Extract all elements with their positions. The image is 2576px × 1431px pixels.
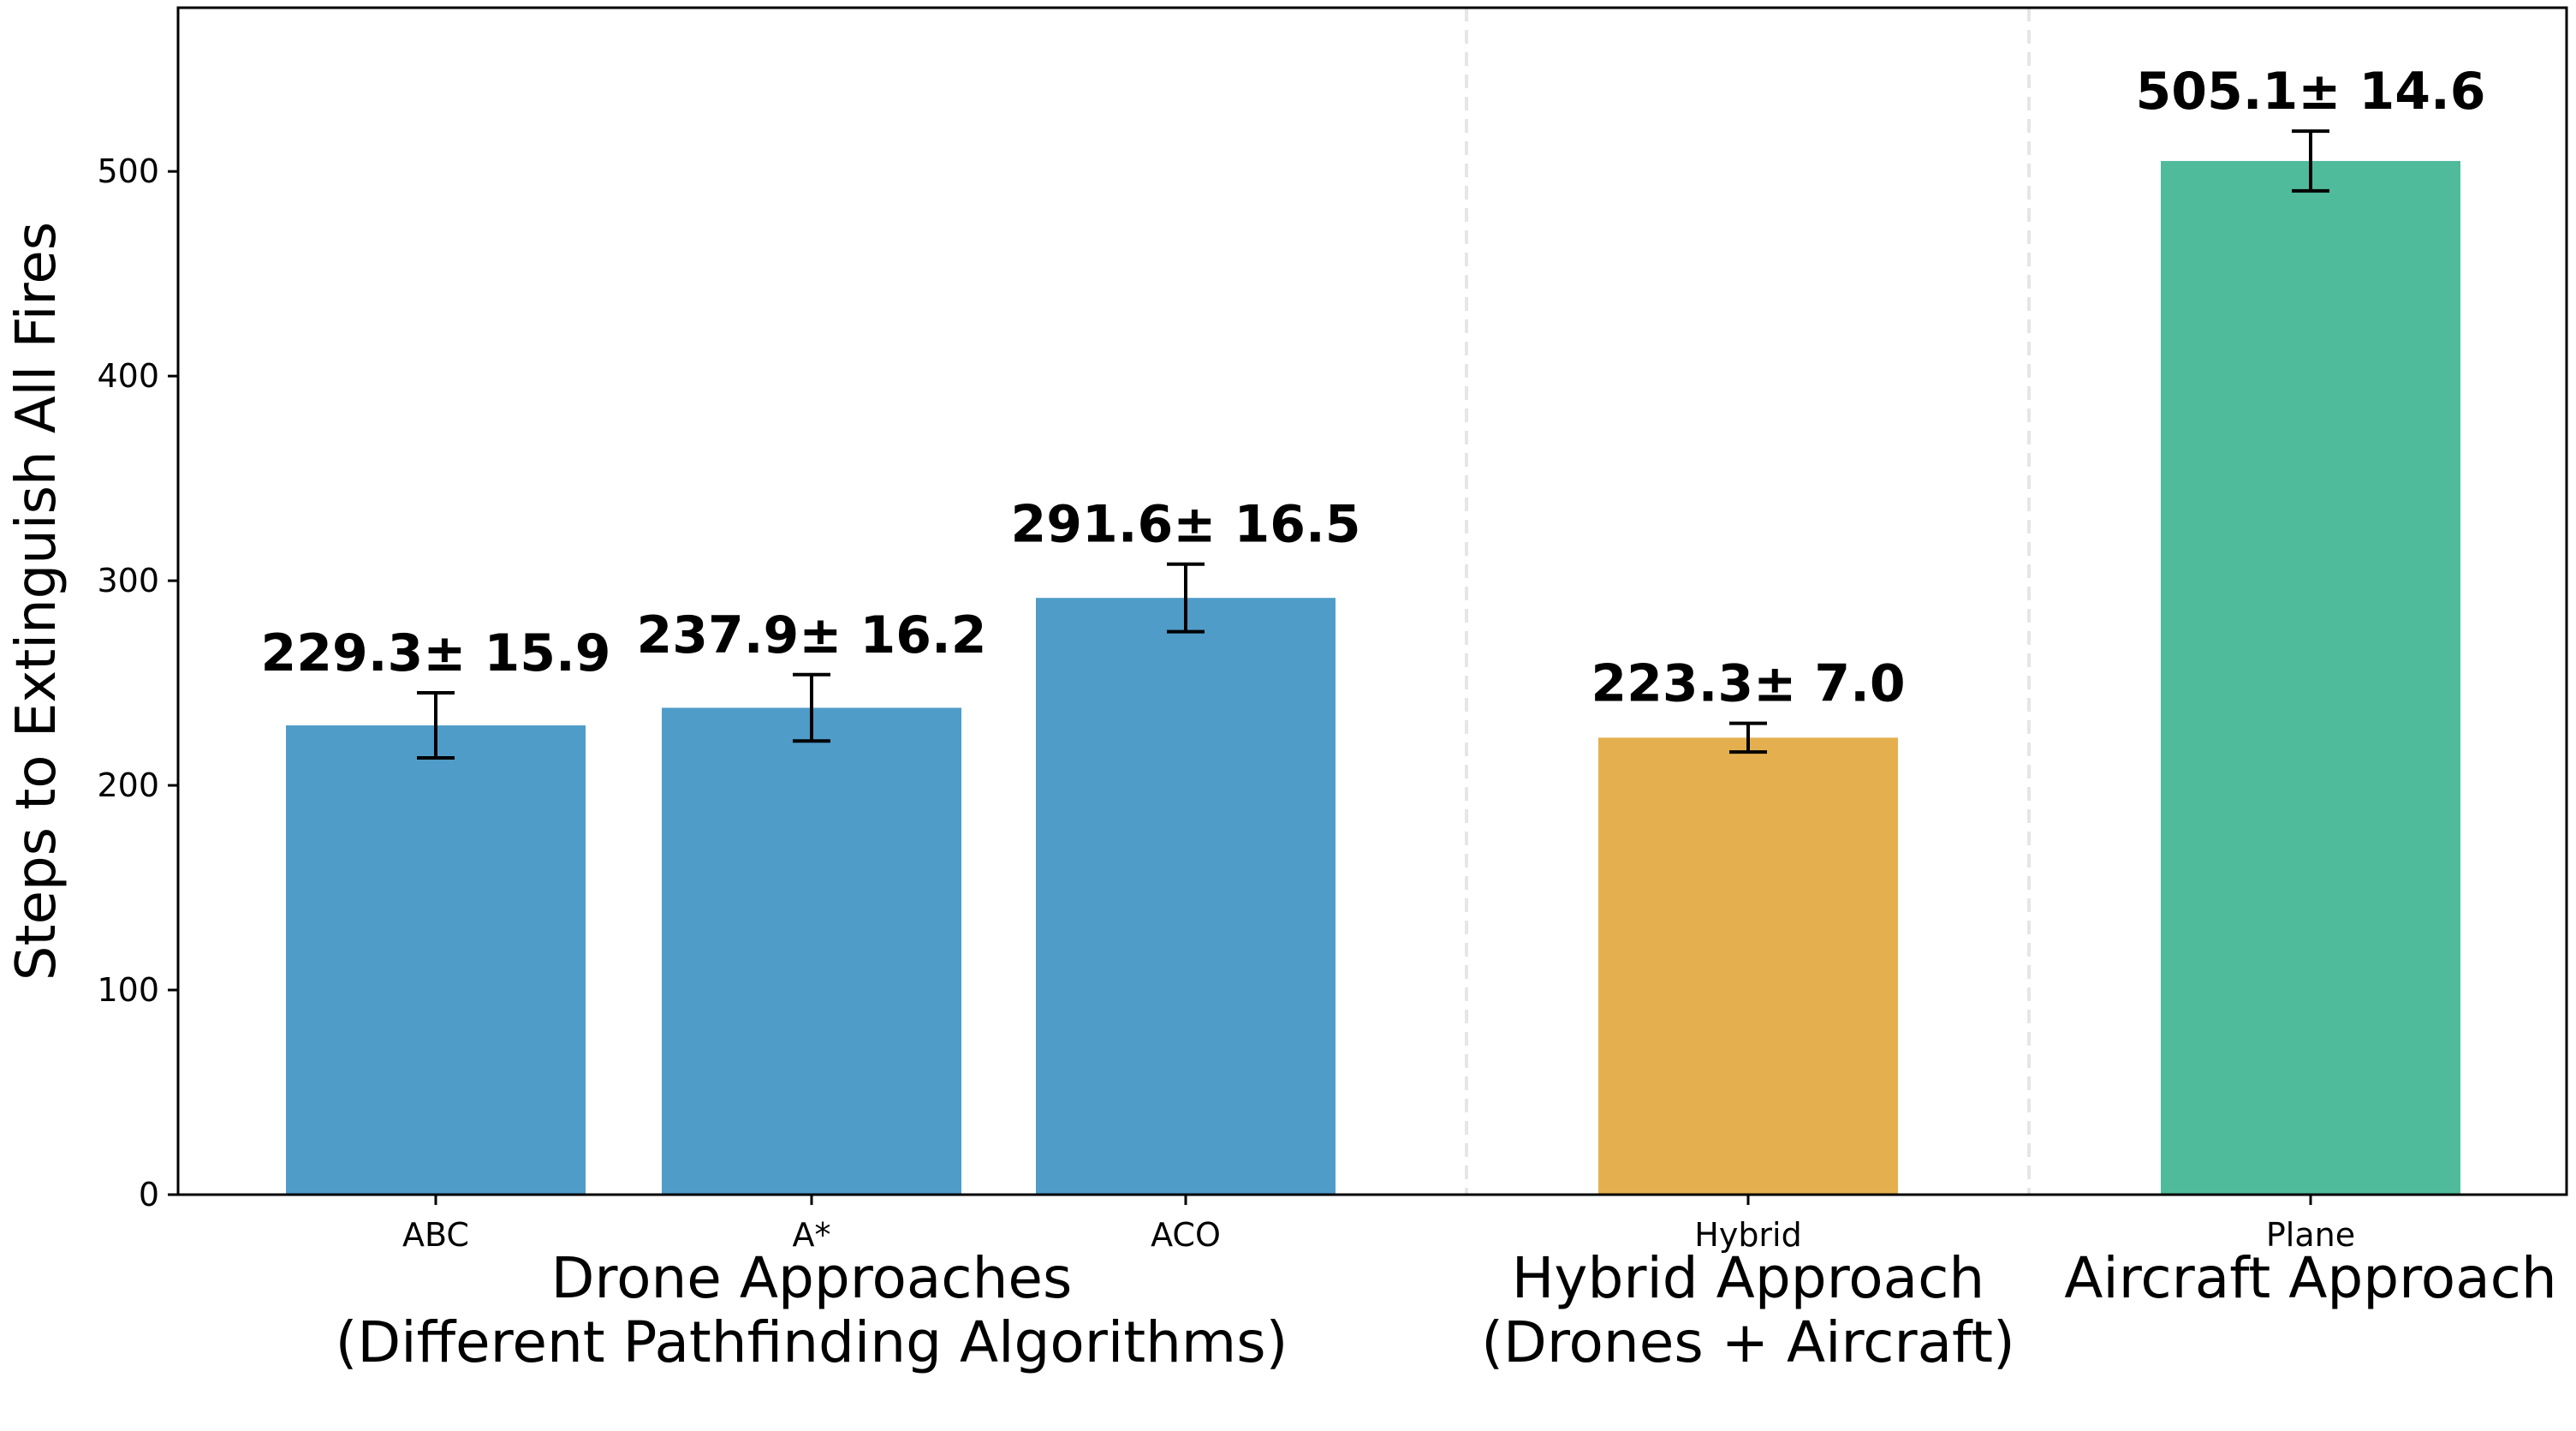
group-separators [1465,8,2031,1195]
error-bar-plane [2292,129,2329,193]
error-bars [417,129,2329,760]
x-tick-label: ABC [402,1216,469,1254]
y-axis-title: Steps to Extinguish All Fires [5,222,68,981]
error-bar-aco [1167,562,1205,634]
data-label-plane: 505.1± 14.6 [2136,62,2486,122]
group-label-line1: Aircraft Approach [2064,1245,2557,1311]
bar-aco [1036,598,1336,1195]
bars [286,160,2460,1195]
x-tick-label: ACO [1151,1216,1221,1254]
y-tick-label: 300 [97,562,159,599]
data-label-abc: 229.3± 15.9 [261,623,611,683]
y-axis: 0 100 200 300 400 500 [97,152,178,1213]
error-bar-hybrid [1729,721,1767,754]
data-labels: 229.3± 15.9 237.9± 16.2 291.6± 16.5 223.3± … [261,62,2486,714]
data-label-hybrid: 223.3± 7.0 [1591,654,1905,714]
x-tick-label: Plane [2266,1216,2355,1254]
bar-hybrid [1598,737,1898,1195]
y-tick-label: 500 [97,152,159,190]
plot-frame [176,6,2568,1196]
bar-abc [286,725,586,1195]
group-label-line2: (Drones + Aircraft) [1481,1309,2014,1375]
group-label-line2: (Different Pathfinding Algorithms) [336,1309,1288,1375]
bar-a [662,707,961,1195]
group-label-line1: Hybrid Approach [1512,1245,1985,1311]
error-bar-abc [417,691,455,760]
bar-plane [2161,160,2460,1195]
y-tick-label: 200 [97,766,159,804]
data-label-aco: 291.6± 16.5 [1011,495,1361,555]
y-tick-label: 400 [97,357,159,395]
group-label-line1: Drone Approaches [551,1245,1073,1311]
x-axis: ABC A* ACO Hybrid Plane [402,1195,2355,1254]
data-label-a: 237.9± 16.2 [637,605,987,665]
group-labels: Drone Approaches(Different Pathfinding A… [336,1245,2557,1375]
y-tick-label: 100 [97,971,159,1009]
error-bar-a [793,672,830,743]
y-tick-label: 0 [139,1176,159,1213]
x-tick-label: Hybrid [1694,1216,1802,1254]
x-tick-label: A* [793,1216,831,1254]
